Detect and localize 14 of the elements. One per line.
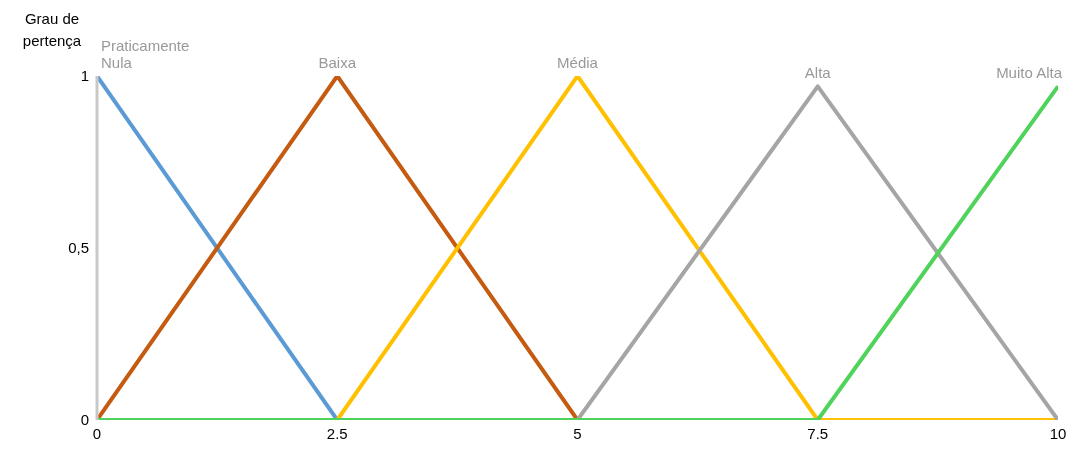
x-tick-label: 10 [1049,424,1067,442]
y-tick-label: 1 [80,67,89,85]
series-label: Média [557,54,599,71]
x-tick-label: 7.5 [807,424,829,442]
x-tick-label: 5 [573,424,582,442]
series-label: Praticamente Nula [101,37,190,71]
series-label: Alta [804,64,832,82]
series-label: Muito Alta [996,64,1063,82]
x-tick-label: 0 [92,424,102,442]
y-tick-label: 0,5 [68,239,89,257]
y-tick-label: 0 [80,411,89,429]
y-axis-title: Grau de pertença [21,9,83,51]
x-tick-label: 2.5 [326,424,348,442]
series-label: Baixa [318,54,357,71]
